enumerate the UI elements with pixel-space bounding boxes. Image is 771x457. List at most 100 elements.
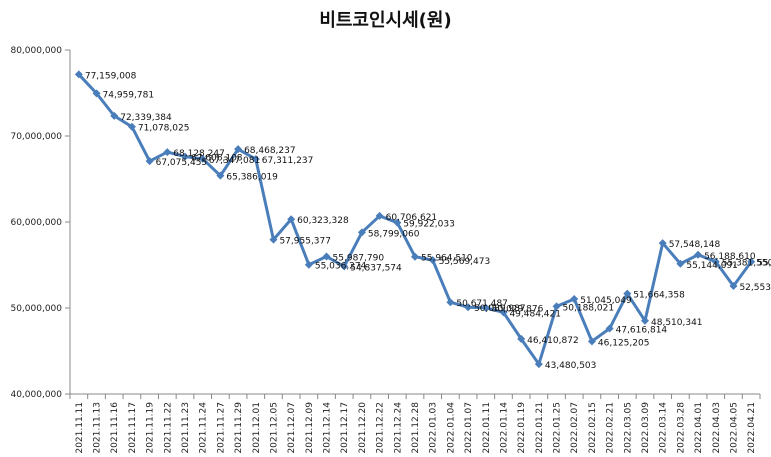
- data-label: 50,671,487: [456, 299, 508, 309]
- data-point: [499, 308, 508, 317]
- x-tick-label: 2022.04.03: [712, 402, 722, 454]
- data-point: [127, 122, 136, 131]
- data-label: 60,323,328: [297, 216, 349, 226]
- x-tick-label: 2021.11.13: [93, 402, 103, 454]
- x-tick-label: 2021.12.09: [305, 402, 315, 454]
- data-label: 71,078,025: [138, 124, 190, 134]
- data-point: [464, 303, 473, 312]
- x-tick-label: 2022.04.05: [729, 402, 739, 454]
- data-label: 56,188,610: [704, 252, 756, 262]
- x-tick-label: 2021.12.24: [393, 402, 403, 454]
- data-point: [411, 252, 419, 261]
- data-label: 46,125,205: [598, 338, 650, 348]
- x-tick-label: 2022.01.14: [499, 402, 509, 454]
- data-label: 59,922,033: [403, 220, 455, 230]
- x-tick-label: 2022.01.07: [464, 402, 474, 454]
- data-point: [287, 215, 296, 224]
- data-point: [393, 218, 402, 227]
- x-tick-label: 2021.11.23: [181, 402, 191, 454]
- x-tick-label: 2022.02.15: [588, 402, 598, 454]
- x-tick-label: 2022.03.14: [659, 402, 669, 454]
- x-tick-label: 2021.11.17: [128, 402, 138, 454]
- data-point: [110, 111, 119, 120]
- data-label: 52,553,939: [739, 283, 771, 293]
- x-tick-label: 2021.11.22: [163, 402, 173, 454]
- x-tick-label: 2022.01.04: [446, 402, 456, 454]
- data-point: [304, 260, 313, 269]
- x-tick-label: 2021.12.22: [376, 402, 386, 454]
- data-label: 57,955,377: [279, 237, 331, 247]
- data-point: [234, 145, 243, 154]
- x-tick-label: 2021.11.24: [199, 402, 209, 454]
- data-point: [623, 289, 632, 298]
- data-point: [658, 239, 667, 248]
- data-point: [711, 257, 720, 266]
- data-label: 54,837,574: [350, 263, 402, 273]
- data-point: [747, 257, 756, 266]
- x-tick-label: 2021.11.16: [110, 402, 120, 454]
- x-tick-label: 2022.03.05: [623, 402, 633, 454]
- data-point: [694, 250, 703, 259]
- data-label: 55,381,550: [722, 259, 771, 269]
- y-tick-label: 70,000,000: [10, 132, 62, 142]
- data-label: 67,606,108: [191, 154, 243, 164]
- data-point: [251, 155, 260, 164]
- y-tick-label: 50,000,000: [10, 304, 62, 314]
- x-tick-label: 2022.01.19: [517, 402, 527, 454]
- data-point: [375, 211, 384, 220]
- chart-title: 비트코인시세(원): [319, 10, 452, 31]
- data-point: [74, 70, 83, 79]
- x-tick-label: 2021.12.14: [323, 402, 333, 454]
- data-point: [729, 282, 738, 291]
- x-tick-label: 2021.12.28: [411, 402, 421, 454]
- data-label: 77,159,008: [85, 71, 137, 81]
- x-tick-label: 2022.01.11: [482, 402, 492, 454]
- data-label: 65,386,019: [226, 173, 278, 183]
- data-point: [676, 259, 685, 268]
- x-tick-label: 2022.02.21: [606, 402, 616, 454]
- data-label: 67,347,081: [209, 156, 261, 166]
- data-point: [517, 334, 526, 343]
- x-tick-label: 2021.11.27: [216, 402, 226, 454]
- data-label: 67,075,455: [156, 158, 208, 168]
- data-label: 55,987,790: [333, 254, 385, 264]
- y-tick-label: 60,000,000: [10, 218, 62, 228]
- data-point: [181, 152, 189, 161]
- data-label: 55,569,473: [439, 257, 491, 267]
- data-label: 55,036,274: [315, 262, 367, 272]
- data-point: [534, 360, 543, 369]
- data-label: 68,468,237: [244, 146, 296, 156]
- x-tick-label: 2022.02.07: [570, 402, 580, 454]
- data-point: [322, 252, 331, 261]
- data-point: [198, 154, 207, 163]
- x-tick-label: 2022.01.21: [535, 402, 545, 454]
- data-label: 72,339,384: [120, 113, 172, 123]
- data-point: [446, 298, 455, 307]
- data-label: 48,510,341: [651, 318, 703, 328]
- data-label: 47,616,814: [616, 325, 668, 335]
- data-label: 68,128,247: [173, 149, 225, 159]
- data-label: 43,480,503: [545, 361, 597, 371]
- x-tick-label: 2021.11.11: [75, 402, 85, 454]
- data-point: [92, 89, 101, 98]
- data-label: 46,410,872: [527, 336, 579, 346]
- data-label: 74,959,781: [103, 90, 155, 100]
- data-point: [216, 171, 225, 180]
- x-tick-label: 2021.12.01: [252, 402, 262, 454]
- data-label: 57,548,148: [669, 240, 721, 250]
- data-label: 55,144,091: [686, 261, 738, 271]
- data-label: 50,188,021: [563, 303, 615, 313]
- data-label: 50,089,987: [474, 304, 526, 314]
- x-tick-label: 2021.12.05: [269, 402, 279, 454]
- x-tick-label: 2021.12.17: [340, 402, 350, 454]
- data-point: [163, 148, 172, 157]
- x-tick-label: 2021.11.19: [146, 402, 156, 454]
- x-tick-label: 2022.03.28: [676, 402, 686, 454]
- data-label: 51,664,358: [633, 291, 685, 301]
- data-point: [481, 303, 490, 312]
- data-label: 60,706,621: [386, 213, 438, 223]
- data-point: [605, 324, 614, 333]
- data-label: 55,381,550: [757, 259, 771, 269]
